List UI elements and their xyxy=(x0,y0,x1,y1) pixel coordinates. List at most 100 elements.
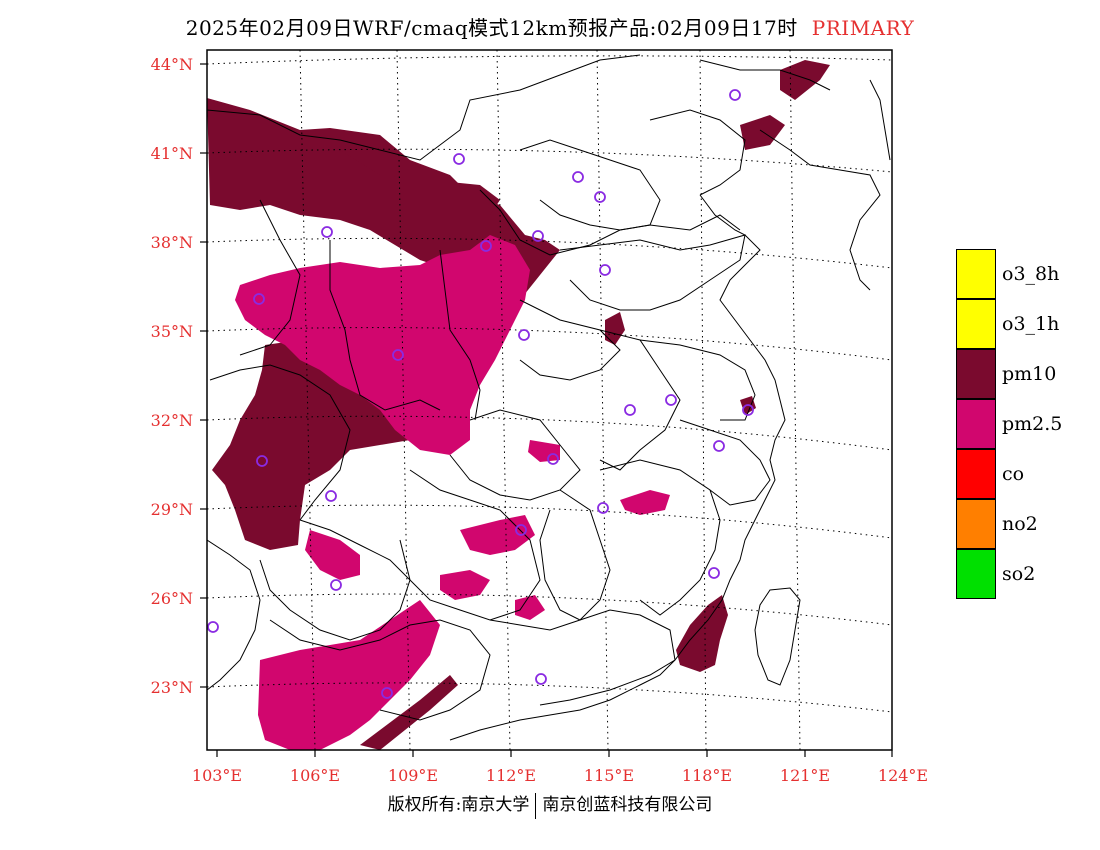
coastline-east xyxy=(449,194,786,741)
pm25-region-south-2 xyxy=(305,530,360,580)
station-marker xyxy=(453,153,465,165)
lon-labels: 103°E 106°E 109°E 112°E 115°E 118°E 121°… xyxy=(192,766,928,785)
lat-label-35: 35°N xyxy=(151,322,193,341)
lat-label-23: 23°N xyxy=(151,678,193,697)
lat-labels: 44°N 41°N 38°N 35°N 32°N 29°N 26°N 23°N xyxy=(151,55,193,697)
title-main: 2025年02月09日WRF/cmaq模式12km预报产品:02月09日17时 xyxy=(185,16,798,40)
boundary-jiangsu xyxy=(639,339,756,421)
legend-label-co: co xyxy=(1002,463,1025,485)
boundary-henan xyxy=(519,299,621,381)
meridian-118 xyxy=(699,50,707,750)
pollution-layer xyxy=(207,60,830,750)
station-marker xyxy=(330,579,342,591)
pm25-region-fujian xyxy=(620,490,670,515)
boundary-hunan xyxy=(399,469,541,621)
pm25-region-hunan-2 xyxy=(440,570,490,600)
boundary-liaoning xyxy=(649,109,746,196)
parallel-44 xyxy=(207,55,892,65)
legend-label-pm25: pm2.5 xyxy=(1002,413,1063,435)
pm10-region-shandong xyxy=(605,312,625,345)
station-marker xyxy=(708,567,720,579)
lon-label-109: 109°E xyxy=(388,766,438,785)
taiwan-outline xyxy=(754,587,801,686)
legend-swatch-so2 xyxy=(956,549,996,599)
meridian-106 xyxy=(299,50,316,750)
legend-swatch-o3-8h xyxy=(956,249,996,299)
boundary-anhui xyxy=(599,329,681,471)
pm10-region-northeast xyxy=(780,60,830,100)
boundary-hubei xyxy=(449,409,581,501)
stations xyxy=(207,89,754,699)
parallel-26 xyxy=(207,593,892,626)
station-marker xyxy=(572,171,584,183)
meridian-109 xyxy=(396,50,411,750)
pm25-region-hubei-east xyxy=(528,440,560,462)
boundary-gansu xyxy=(239,199,301,356)
station-marker xyxy=(321,226,333,238)
boundary-guangdong xyxy=(489,609,676,706)
lat-label-44: 44°N xyxy=(151,55,193,74)
legend-swatch-no2 xyxy=(956,499,996,549)
legend-label-so2: so2 xyxy=(1002,563,1036,585)
map-title: 2025年02月09日WRF/cmaq模式12km预报产品:02月09日17时 P… xyxy=(0,12,1100,41)
boundary-yunnan xyxy=(207,539,261,691)
pm10-region-fujian-coast xyxy=(676,595,728,672)
station-marker xyxy=(381,687,393,699)
boundary-shaanxi xyxy=(329,240,441,411)
title-tag: PRIMARY xyxy=(811,16,915,40)
station-marker xyxy=(207,621,219,633)
station-marker xyxy=(256,455,268,467)
legend-label-o3-1h: o3_1h xyxy=(1002,313,1060,335)
footer-right: 南京创蓝科技有限公司 xyxy=(542,795,713,815)
parallel-23 xyxy=(207,682,892,713)
station-marker xyxy=(665,394,677,406)
meridian-121 xyxy=(789,50,801,750)
station-marker xyxy=(729,89,741,101)
legend-swatch-co xyxy=(956,449,996,499)
station-marker xyxy=(742,404,754,416)
lon-label-124: 124°E xyxy=(878,766,928,785)
pm25-region-hunan xyxy=(460,515,535,555)
pm25-region-south xyxy=(258,600,440,750)
pm10-region-south-strip xyxy=(360,675,458,750)
legend-swatch-pm10 xyxy=(956,349,996,399)
footer-separator xyxy=(535,792,537,819)
parallel-38 xyxy=(207,237,892,269)
boundary-shandong xyxy=(559,234,746,311)
station-marker xyxy=(518,329,530,341)
station-marker xyxy=(480,240,492,252)
boundary-hebei xyxy=(519,139,661,231)
lon-label-121: 121°E xyxy=(780,766,830,785)
parallel-35 xyxy=(207,327,892,361)
legend-swatch-pm25 xyxy=(956,399,996,449)
legend-label-no2: no2 xyxy=(1002,513,1038,535)
station-marker xyxy=(515,524,527,536)
meridian-115 xyxy=(596,50,609,750)
station-marker xyxy=(392,349,404,361)
lat-label-32: 32°N xyxy=(151,411,193,430)
legend-swatch-o3-1h xyxy=(956,299,996,349)
map-frame xyxy=(206,49,893,751)
coastline-northeast xyxy=(759,129,881,291)
legend-label-pm10: pm10 xyxy=(1002,363,1057,385)
lon-label-103: 103°E xyxy=(192,766,242,785)
station-marker xyxy=(253,293,265,305)
boundary-shanxi xyxy=(439,249,481,421)
tick-marks xyxy=(200,63,893,757)
boundary-inner-mongolia xyxy=(207,54,641,161)
boundaries xyxy=(207,54,891,741)
station-marker xyxy=(532,230,544,242)
lat-label-38: 38°N xyxy=(151,233,193,252)
meridian-112 xyxy=(496,50,511,750)
pm25-region-jiangxi xyxy=(515,595,545,620)
station-marker xyxy=(535,673,547,685)
station-marker xyxy=(624,404,636,416)
graticule xyxy=(207,50,892,750)
boundary-guizhou xyxy=(259,519,411,641)
station-marker xyxy=(713,440,725,452)
pm25-region-core xyxy=(235,235,530,455)
lon-label-118: 118°E xyxy=(682,766,732,785)
boundary-jiangxi xyxy=(539,489,611,621)
boundary-jilin xyxy=(699,59,831,91)
